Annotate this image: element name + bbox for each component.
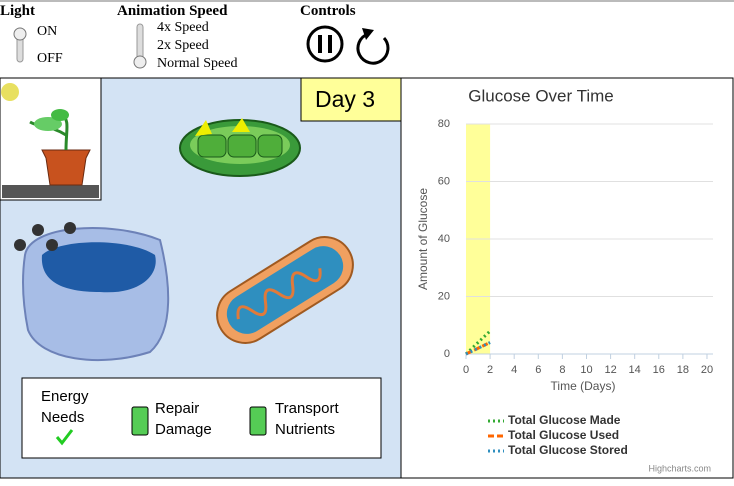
chloroplast xyxy=(179,118,301,177)
battery-icon xyxy=(249,406,267,436)
need-label: Energy Needs xyxy=(41,388,89,426)
y-tick-label: 40 xyxy=(438,233,450,245)
x-tick-label: 4 xyxy=(511,364,517,376)
x-tick-label: 20 xyxy=(701,364,713,376)
mitochondrion xyxy=(216,236,354,344)
legend-label: Total Glucose Made xyxy=(508,413,621,427)
speed-option[interactable]: Normal Speed xyxy=(157,56,238,71)
chart: Glucose Over Time 0 20 40 60 80 0 2 4 6 8 10 12 14 16 1… xyxy=(416,86,713,473)
chart-panel xyxy=(400,77,734,479)
speed-option[interactable]: 4x Speed xyxy=(157,20,209,35)
pause-button[interactable] xyxy=(306,25,344,63)
x-tick-label: 16 xyxy=(653,364,665,376)
needs-box xyxy=(21,377,382,459)
water xyxy=(41,242,156,293)
need-label: Transport Nutrients xyxy=(275,400,339,438)
light-title: Light xyxy=(0,3,36,19)
legend-label: Total Glucose Stored xyxy=(508,443,628,457)
credits: Highcharts.com xyxy=(648,463,711,473)
battery-icon xyxy=(131,406,149,436)
x-tick-label: 18 xyxy=(677,364,689,376)
light-off[interactable]: OFF xyxy=(37,51,63,66)
leaf xyxy=(51,109,69,121)
y-tick-label: 60 xyxy=(438,175,450,187)
x-tick-label: 0 xyxy=(463,364,469,376)
y-tick-label: 0 xyxy=(444,348,450,360)
day-label: Day 3 xyxy=(315,86,375,112)
slider-knob[interactable] xyxy=(13,27,27,41)
x-tick-label: 12 xyxy=(604,364,616,376)
shelf xyxy=(2,185,99,198)
light-on[interactable]: ON xyxy=(37,24,58,39)
restart-button[interactable] xyxy=(356,28,390,65)
slider-knob[interactable] xyxy=(133,55,147,69)
y-tick-label: 80 xyxy=(438,118,450,130)
series-line xyxy=(465,341,491,356)
bulb xyxy=(1,83,19,101)
x-tick-label: 6 xyxy=(535,364,541,376)
glucose-molecules xyxy=(14,222,76,251)
controls-title: Controls xyxy=(300,3,356,19)
x-tick-label: 2 xyxy=(487,364,493,376)
x-axis-title: Time (Days) xyxy=(551,379,616,393)
check-icon xyxy=(55,429,74,446)
x-tick-label: 8 xyxy=(559,364,565,376)
x-tick-label: 10 xyxy=(580,364,592,376)
x-tick-label: 14 xyxy=(629,364,641,376)
legend-label: Total Glucose Used xyxy=(508,428,619,442)
leaf xyxy=(34,117,62,131)
top-border xyxy=(0,0,734,2)
chart-title: Glucose Over Time xyxy=(468,86,614,105)
need-label: Repair Damage xyxy=(155,400,212,438)
speed-title: Animation Speed xyxy=(117,3,228,19)
y-axis-title: Amount of Glucose xyxy=(416,188,430,290)
pot xyxy=(41,149,91,186)
speed-option[interactable]: 2x Speed xyxy=(157,38,209,53)
series-line xyxy=(464,329,492,356)
y-tick-label: 20 xyxy=(438,290,450,302)
